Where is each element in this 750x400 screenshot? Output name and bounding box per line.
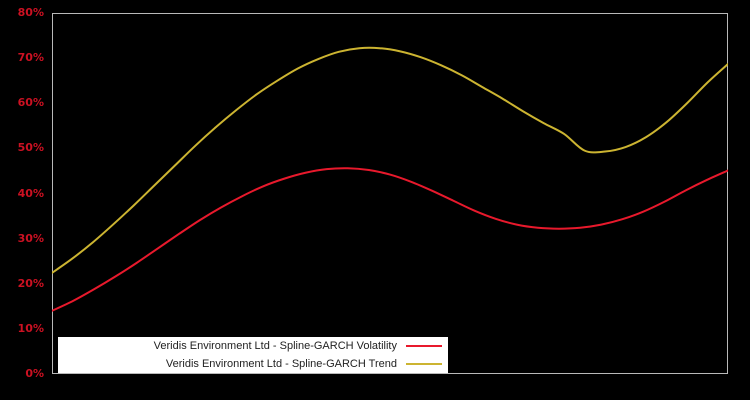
chart-legend: Veridis Environment Ltd - Spline-GARCH V… xyxy=(58,337,448,373)
plot-area-frame xyxy=(52,13,728,374)
legend-item-volatility: Veridis Environment Ltd - Spline-GARCH V… xyxy=(58,337,448,355)
legend-label-volatility: Veridis Environment Ltd - Spline-GARCH V… xyxy=(153,340,397,352)
y-axis-tick-label: 0% xyxy=(25,367,44,380)
legend-label-trend: Veridis Environment Ltd - Spline-GARCH T… xyxy=(165,358,397,370)
y-axis-tick-label: 60% xyxy=(17,96,44,110)
plot-lines xyxy=(52,46,728,312)
y-axis-tick-label: 30% xyxy=(17,231,44,245)
y-axis-tick-label: 40% xyxy=(17,186,44,200)
y-axis-tick-label: 10% xyxy=(17,321,44,335)
y-axis-tick-label: 70% xyxy=(17,51,44,65)
y-axis-tick-label: 80% xyxy=(17,6,44,19)
legend-swatch-trend xyxy=(406,363,442,365)
series-line-trend xyxy=(52,46,728,274)
y-axis-tick-label: 50% xyxy=(17,141,44,155)
y-axis-tick-label: 20% xyxy=(17,276,44,290)
series-line-volatility xyxy=(52,167,728,312)
legend-item-trend: Veridis Environment Ltd - Spline-GARCH T… xyxy=(58,355,448,373)
legend-swatch-volatility xyxy=(406,345,442,347)
